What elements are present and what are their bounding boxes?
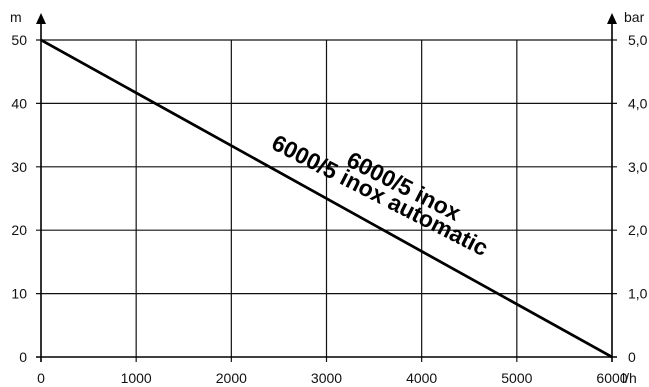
y-left-tick-label: 10 — [11, 286, 27, 302]
axes-layer — [36, 13, 617, 362]
x-tick-label: 4000 — [406, 370, 437, 386]
y-right-tick-label: 1,0 — [628, 286, 648, 302]
y-left-tick-label: 40 — [11, 95, 27, 111]
x-unit-label: l/h — [622, 370, 637, 386]
x-tick-label: 0 — [37, 370, 45, 386]
tick-labels: 0 1000 2000 3000 4000 5000 60000102030405001,0… — [11, 32, 647, 386]
y-left-tick-label: 0 — [19, 349, 27, 365]
y-left-tick-label: 20 — [11, 222, 27, 238]
x-tick-label: 1000 — [121, 370, 152, 386]
x-tick-label: 2000 — [216, 370, 247, 386]
y-right-tick-label: 4,0 — [628, 95, 648, 111]
y-right-tick-label: 2,0 — [628, 222, 648, 238]
y-right-arrowhead — [607, 13, 617, 24]
y-left-arrowhead — [36, 13, 46, 24]
series-layer — [40, 38, 613, 359]
series-label-inox-automatic: 6000/5 inox automatic — [268, 129, 493, 261]
y-right-tick-label: 3,0 — [628, 159, 648, 175]
y-right-tick-label: 0 — [628, 349, 636, 365]
y-left-tick-label: 50 — [11, 32, 27, 48]
y-right-unit-label: bar — [624, 9, 645, 25]
x-tick-label: 5000 — [501, 370, 532, 386]
x-tick-label: 6000 — [596, 370, 627, 386]
y-right-tick-label: 5,0 — [628, 32, 648, 48]
grid-layer — [36, 39, 617, 362]
series-line-1 — [40, 38, 613, 359]
x-tick-label: 3000 — [311, 370, 342, 386]
y-left-unit-label: m — [10, 9, 22, 25]
y-left-tick-label: 30 — [11, 159, 27, 175]
